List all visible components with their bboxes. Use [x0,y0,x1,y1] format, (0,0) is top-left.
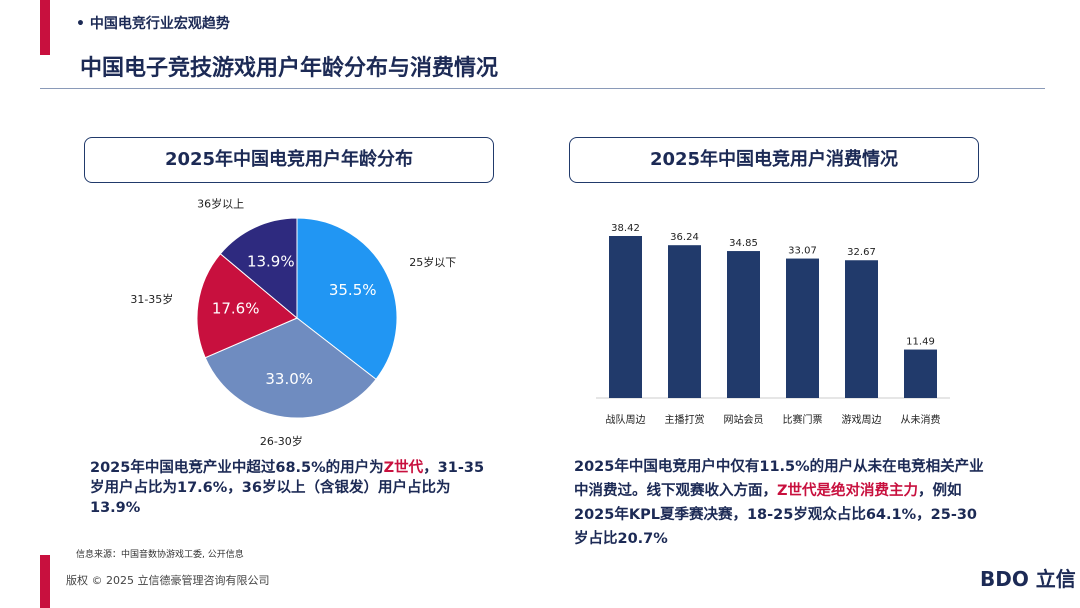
slice-value-label: 13.9% [247,252,295,270]
note: 2025年中国电竞用户中仅有11.5%的用户从未在电竞相关产业中消费过。线下观赛… [574,455,984,551]
pie-slice [196,253,298,359]
logo: BDO 立信 [980,567,1076,591]
note-text: ，例如2025年KPL夏季赛决赛，18-25岁观众占比64.1%，25-30岁占… [574,483,978,547]
slice-category-label: 36岁以上 [197,197,244,211]
note-text: ，31-35岁用户占比为17.6%，36岁以上（含银发）用户占比为13.9% [90,460,485,516]
accent-bar [40,0,50,55]
bar-value-label: 11.49 [906,337,935,348]
bar-value-label: 34.85 [729,238,758,249]
bar [727,251,760,398]
note-text: 2025年中国电竞产业中超过68.5%的用户为 [90,460,384,476]
pie-slice [204,317,377,419]
copyright: 版权 © 2025 立信德豪管理咨询有限公司 [66,574,270,587]
slice-category-label: 25岁以下 [409,255,456,269]
note-highlight: Z世代是绝对消费主力 [777,483,919,499]
section-text: 中国电竞行业宏观趋势 [89,16,230,32]
x-tick-label: 主播打赏 [665,413,705,426]
bar [904,349,937,398]
slice-value-label: 35.5% [329,281,377,299]
bar-value-label: 36.24 [670,232,699,243]
source: 信息来源：中国音数协游戏工委, 公开信息 [76,550,244,560]
bar [786,258,819,398]
divider [40,88,1045,89]
bar-value-label: 33.07 [788,246,817,257]
note: 2025年中国电竞产业中超过68.5%的用户为Z世代，31-35岁用户占比为17… [90,458,490,518]
x-tick-label: 战队周边 [606,413,646,426]
note-highlight: Z世代 [383,460,424,476]
accent-bar [40,555,50,608]
slice-value-label: 33.0% [265,370,313,388]
slice-value-label: 17.6% [212,300,260,318]
pie-slice [296,217,398,380]
bar-value-label: 38.42 [611,223,640,234]
bar-value-label: 32.67 [847,247,876,258]
note-text: 2025年中国电竞用户中仅有11.5%的用户从未在电竞相关产业中消费过。线下观赛… [574,459,984,499]
section-label: • 中国电竞行业宏观趋势 [76,16,230,32]
x-tick-label: 游戏周边 [842,413,882,426]
pie-slice [219,217,298,320]
x-tick-label: 从未消费 [901,413,941,426]
bar [609,236,642,398]
bar [668,245,701,398]
chart-title-box: 2025年中国电竞用户年龄分布 [84,137,494,183]
chart-title-box: 2025年中国电竞用户消费情况 [569,137,979,183]
x-tick-label: 比赛门票 [783,413,823,426]
page-title: 中国电子竞技游戏用户年龄分布与消费情况 [80,56,499,81]
slice-category-label: 26-30岁 [260,434,303,448]
bar [845,260,878,398]
slice-category-label: 31-35岁 [130,292,173,306]
x-tick-label: 网站会员 [724,413,764,426]
